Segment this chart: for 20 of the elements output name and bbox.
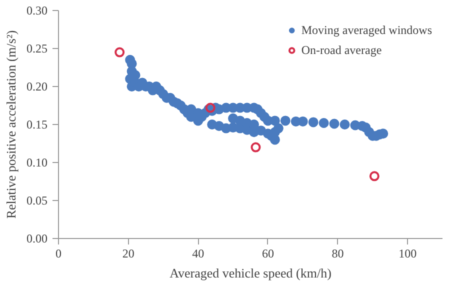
x-tick-label: 80 bbox=[332, 246, 344, 260]
x-axis-title: Averaged vehicle speed (km/h) bbox=[170, 266, 332, 280]
x-tick-label: 100 bbox=[398, 246, 417, 260]
x-tick-label: 60 bbox=[262, 246, 274, 260]
y-tick-label: 0.20 bbox=[26, 80, 48, 94]
x-tick-label: 20 bbox=[122, 246, 134, 260]
x-tick-label: 0 bbox=[56, 246, 62, 260]
y-tick-label: 0.05 bbox=[26, 194, 48, 208]
y-tick-label: 0.15 bbox=[26, 118, 48, 132]
y-tick-label: 0.25 bbox=[26, 42, 48, 56]
y-tick-label: 0.00 bbox=[26, 232, 48, 246]
point bbox=[369, 171, 380, 182]
legend-label: Moving averaged windows bbox=[301, 22, 432, 38]
point bbox=[114, 47, 125, 58]
y-tick-label: 0.30 bbox=[26, 4, 48, 18]
y-axis-title: Relative positive acceleration (m/s²) bbox=[4, 30, 18, 219]
x-tick-label: 40 bbox=[192, 246, 204, 260]
point bbox=[250, 142, 261, 152]
legend-label: On-road average bbox=[301, 42, 382, 58]
y-tick-label: 0.10 bbox=[26, 156, 48, 170]
